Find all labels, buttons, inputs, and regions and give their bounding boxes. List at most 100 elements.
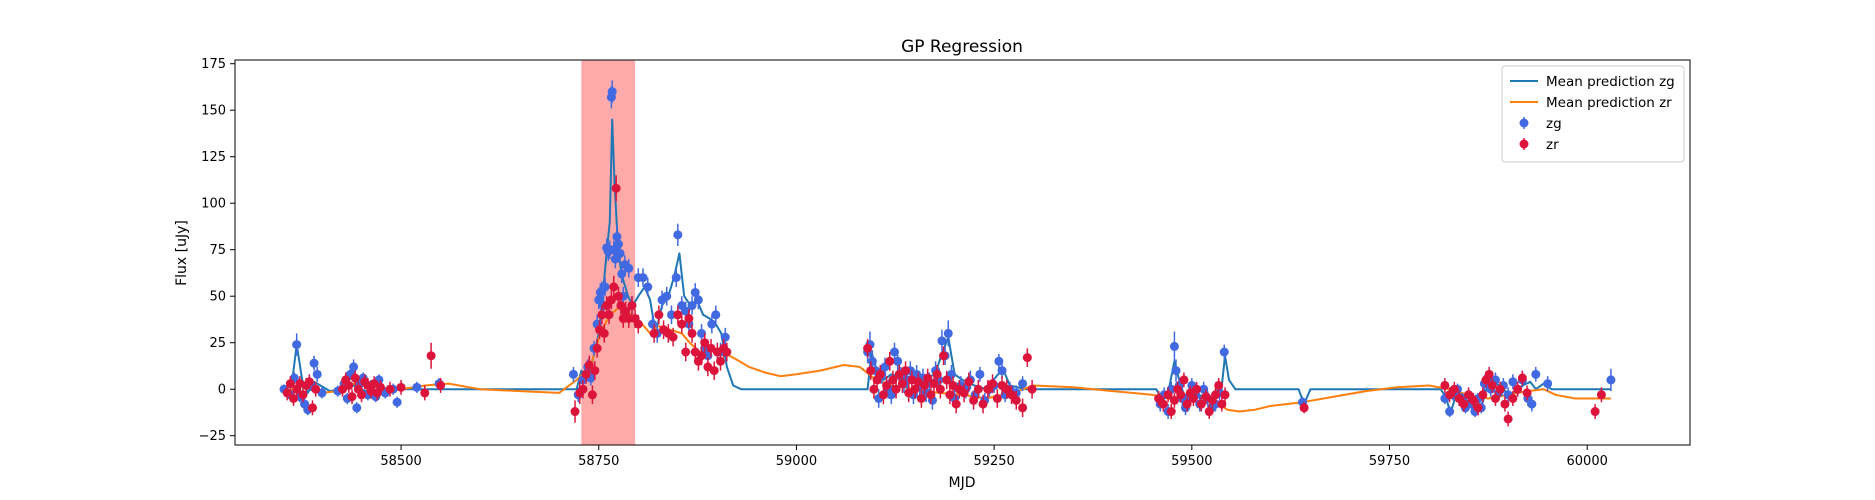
data-point-zr	[1018, 403, 1028, 413]
data-point-zg	[994, 356, 1004, 366]
data-point-zr	[590, 366, 600, 376]
data-point-zr	[945, 390, 955, 400]
data-point-zr	[1011, 395, 1021, 405]
data-point-zr	[882, 380, 892, 390]
legend: Mean prediction zg Mean prediction zr zg zr	[1501, 65, 1685, 163]
data-point-zr	[1192, 384, 1202, 394]
data-point-zr	[357, 390, 367, 400]
data-point-zr	[932, 369, 942, 379]
data-point-zg	[643, 282, 653, 292]
data-point-zr	[304, 377, 314, 387]
data-point-zr	[1500, 399, 1510, 409]
data-point-zr	[611, 183, 621, 193]
data-point-zr	[716, 356, 726, 366]
data-point-zg	[614, 239, 624, 249]
data-point-zg	[1527, 399, 1537, 409]
data-point-zg	[1531, 369, 1541, 379]
data-point-zr	[1490, 394, 1500, 404]
x-tick-label: 59000	[776, 454, 817, 469]
x-tick-label: 60000	[1567, 454, 1608, 469]
data-point-zr	[1169, 395, 1179, 405]
plot-frame	[234, 59, 1691, 446]
data-point-zr	[1299, 403, 1309, 413]
data-point-zg	[711, 310, 721, 320]
data-point-zg	[1171, 366, 1181, 376]
data-point-zr	[697, 351, 707, 361]
data-point-zg	[617, 269, 627, 279]
data-point-zr	[1182, 399, 1192, 409]
data-point-zg	[975, 369, 985, 379]
data-point-zg	[943, 328, 953, 338]
data-point-zg	[707, 319, 717, 329]
data-point-zr	[916, 394, 926, 404]
x-tick-label: 58500	[380, 454, 421, 469]
data-point-zg	[671, 273, 681, 283]
data-point-zr	[923, 373, 933, 383]
data-point-zg	[681, 306, 691, 316]
y-tick-label: 175	[201, 57, 226, 72]
data-point-zr	[584, 360, 594, 370]
data-point-zr	[1522, 388, 1532, 398]
data-point-zr	[988, 379, 998, 389]
data-point-zr	[939, 351, 949, 361]
data-point-zg	[648, 319, 658, 329]
data-point-zg	[893, 356, 903, 366]
data-point-zr	[420, 388, 430, 398]
data-point-zr	[1220, 390, 1230, 400]
data-point-zg	[638, 273, 648, 283]
legend-label: Mean prediction zr	[1546, 95, 1672, 111]
data-point-zr	[1188, 394, 1198, 404]
data-point-zr	[396, 382, 406, 392]
data-point-zr	[1459, 399, 1469, 409]
data-point-zr	[964, 377, 974, 387]
data-point-zr	[1217, 399, 1227, 409]
data-point-zr	[920, 380, 930, 390]
data-point-zr	[700, 338, 710, 348]
data-point-zr	[592, 343, 602, 353]
data-point-zr	[1513, 384, 1523, 394]
data-point-zr	[668, 332, 678, 342]
data-point-zr	[587, 390, 597, 400]
data-point-zg	[1169, 341, 1179, 351]
data-point-zr	[307, 403, 317, 413]
data-point-zr	[426, 351, 436, 361]
x-tick-label: 59250	[973, 454, 1014, 469]
data-point-zr	[627, 301, 637, 311]
legend-marker-swatch	[1519, 139, 1529, 149]
data-point-zg	[693, 295, 703, 305]
data-point-zr	[609, 282, 619, 292]
data-point-zr	[1176, 390, 1186, 400]
data-point-zr	[282, 388, 292, 398]
data-point-zr	[1022, 353, 1032, 363]
data-point-zr	[1596, 390, 1606, 400]
data-point-zr	[973, 384, 983, 394]
data-point-zr	[1478, 390, 1488, 400]
data-point-zr	[709, 366, 719, 376]
data-point-zr	[1158, 399, 1168, 409]
data-point-zg	[412, 382, 422, 392]
data-point-zg	[1018, 379, 1028, 389]
data-point-zg	[703, 351, 713, 361]
data-point-zr	[614, 291, 624, 301]
series-line-zr	[286, 304, 1611, 413]
data-point-zr	[684, 314, 694, 324]
data-point-zr	[722, 347, 732, 357]
data-point-zr	[1440, 380, 1450, 390]
data-point-zg	[309, 358, 319, 368]
data-point-zg	[292, 340, 302, 350]
data-point-zg	[1508, 377, 1518, 387]
data-point-zr	[599, 328, 609, 338]
data-point-zg	[612, 232, 622, 242]
data-point-zg	[997, 366, 1007, 376]
data-point-zr	[1196, 399, 1206, 409]
data-point-zr	[385, 384, 395, 394]
x-axis: 58500 58750 59000 59250 59500 59750 60000	[380, 445, 1608, 469]
y-tick-label: 150	[201, 104, 226, 119]
data-point-zr	[926, 390, 936, 400]
data-point-zg	[662, 291, 672, 301]
data-point-zr	[866, 366, 876, 376]
data-point-zr	[878, 390, 888, 400]
data-point-zr	[578, 384, 588, 394]
data-point-zr	[978, 399, 988, 409]
data-point-zr	[1517, 373, 1527, 383]
